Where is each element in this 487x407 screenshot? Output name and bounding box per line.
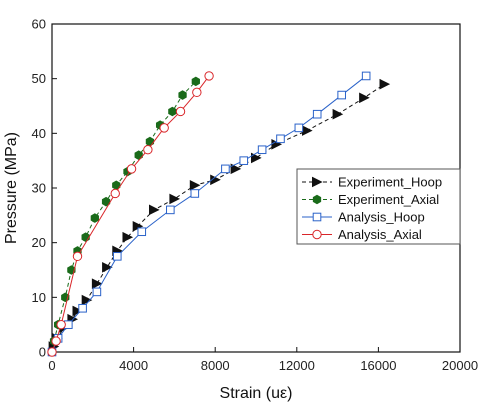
legend-label: Analysis_Axial xyxy=(338,227,422,242)
data-point xyxy=(230,163,242,175)
data-point xyxy=(159,123,169,133)
data-point xyxy=(72,251,83,262)
legend-label: Experiment_Hoop xyxy=(338,175,442,190)
data-point xyxy=(166,205,175,215)
data-point xyxy=(251,152,262,164)
data-point xyxy=(72,305,84,317)
series-Analysis_Axial xyxy=(47,71,214,357)
data-point xyxy=(221,164,230,174)
x-tick-label: 0 xyxy=(48,358,55,373)
data-point xyxy=(191,76,200,87)
data-point xyxy=(192,87,202,98)
data-point xyxy=(47,347,57,357)
x-tick-label: 20000 xyxy=(442,358,478,373)
series-Experiment_Axial xyxy=(49,76,200,346)
data-point xyxy=(92,287,102,297)
data-point xyxy=(149,204,160,216)
data-point xyxy=(134,150,143,160)
legend-marker xyxy=(312,212,322,222)
data-point xyxy=(126,164,137,174)
data-point xyxy=(122,231,134,243)
data-point xyxy=(276,134,285,144)
y-tick-label: 40 xyxy=(32,126,46,141)
legend-marker xyxy=(312,229,322,240)
data-point xyxy=(112,252,122,261)
data-point xyxy=(337,90,346,100)
data-point xyxy=(145,136,155,147)
data-point xyxy=(102,261,113,273)
data-point xyxy=(359,92,370,104)
data-point xyxy=(204,71,214,81)
data-point xyxy=(137,227,147,237)
legend-entry: Experiment_Hoop xyxy=(302,175,442,190)
data-point xyxy=(379,78,391,90)
data-point xyxy=(257,145,267,155)
data-point xyxy=(239,156,249,165)
y-tick-label: 30 xyxy=(32,181,46,196)
data-point xyxy=(143,145,153,155)
data-point xyxy=(51,336,61,346)
series-line xyxy=(53,83,385,347)
y-tick-label: 10 xyxy=(32,290,46,305)
series-layer xyxy=(47,71,391,357)
data-point xyxy=(294,123,304,133)
data-point xyxy=(110,188,120,199)
y-tick-label: 60 xyxy=(32,17,46,32)
data-point xyxy=(91,278,103,289)
data-point xyxy=(168,106,177,117)
y-tick-label: 0 xyxy=(39,345,46,360)
legend-entry: Analysis_Hoop xyxy=(302,210,425,225)
x-tick-label: 16000 xyxy=(360,358,396,373)
data-point xyxy=(190,189,200,198)
data-point xyxy=(189,179,201,191)
data-point xyxy=(81,294,93,306)
data-point xyxy=(175,106,186,117)
legend-marker xyxy=(312,176,323,188)
x-axis-title: Strain (uε) xyxy=(220,385,293,402)
legend-entry: Experiment_Axial xyxy=(302,192,439,207)
axis-ticks: 0 4000 8000 12000 16000 20000 0 10 20 30 40 50 60 xyxy=(32,17,479,374)
data-point xyxy=(169,193,181,205)
x-tick-label: 12000 xyxy=(279,358,315,373)
y-axis-title: Pressure (MPa) xyxy=(3,132,20,244)
legend-label: Analysis_Hoop xyxy=(338,210,425,225)
x-tick-label: 4000 xyxy=(119,358,148,373)
legend-marker xyxy=(312,194,322,205)
data-point xyxy=(90,213,99,223)
x-tick-label: 8000 xyxy=(201,358,230,373)
y-tick-label: 50 xyxy=(32,71,46,86)
legend-entry: Analysis_Axial xyxy=(302,227,422,242)
data-point xyxy=(178,90,187,100)
legend: Experiment_Hoop Experiment_Axial Analysis_… xyxy=(296,168,461,245)
data-point xyxy=(312,109,322,119)
data-point xyxy=(78,303,87,313)
data-point xyxy=(101,196,111,207)
legend-label: Experiment_Axial xyxy=(338,192,439,207)
series-line xyxy=(53,81,197,342)
data-point xyxy=(361,71,371,81)
y-tick-label: 20 xyxy=(32,235,46,250)
data-point xyxy=(81,232,90,242)
data-point xyxy=(56,319,66,330)
data-point xyxy=(332,108,344,120)
